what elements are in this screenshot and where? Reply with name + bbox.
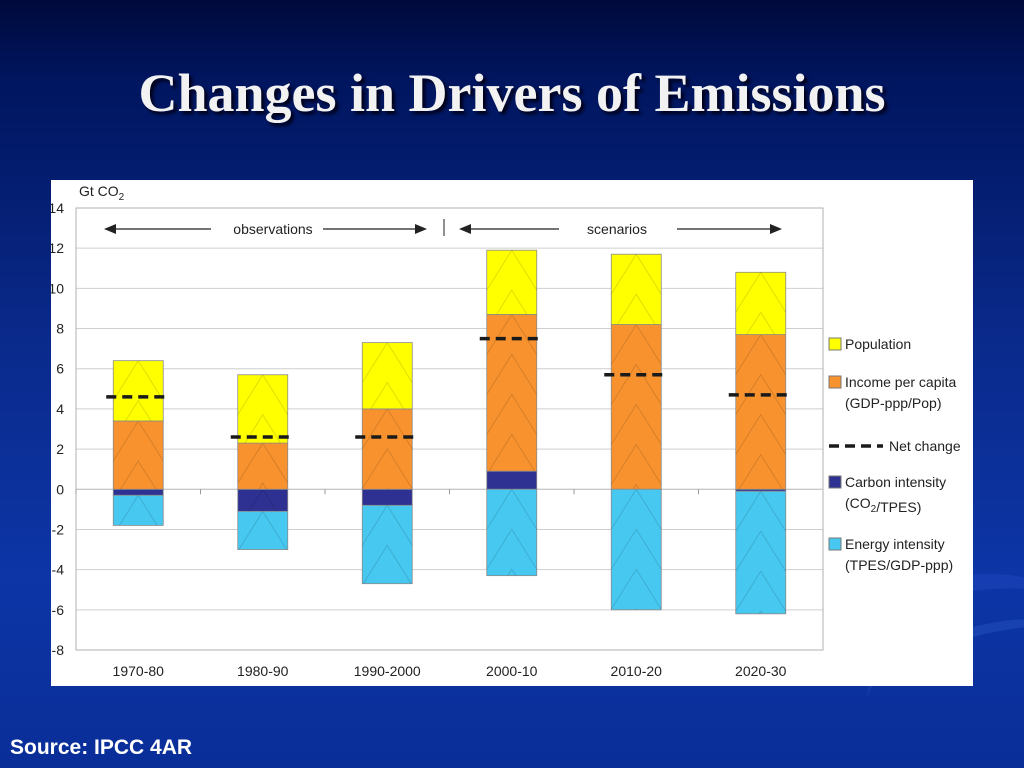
x-tick-label: 2020-30 bbox=[735, 663, 787, 679]
plot-frame bbox=[75, 207, 824, 651]
bar-texture bbox=[237, 374, 288, 444]
scenarios-arrow-right-head bbox=[770, 224, 782, 234]
y-tick-label: 14 bbox=[51, 200, 64, 216]
bar-texture bbox=[362, 342, 413, 409]
bar-segment-income-1990-2000 bbox=[361, 408, 413, 490]
legend-swatch-energy-intensity bbox=[828, 537, 842, 551]
bar-segment-energy-2020-30 bbox=[735, 490, 787, 615]
y-tick-label: 8 bbox=[56, 321, 64, 337]
bar-texture bbox=[611, 324, 662, 490]
observations-arrow-right-head bbox=[415, 224, 427, 234]
bar-segment-income-1970-80 bbox=[112, 420, 164, 490]
bar-segment-population-2010-20 bbox=[610, 253, 662, 325]
emissions-drivers-chart: 14 12 10 8 6 4 2 0 -2 -4 -6 -8 Gt CO2 observations sce… bbox=[51, 183, 961, 679]
bar-texture bbox=[486, 250, 537, 315]
x-tick-label: 2000-10 bbox=[486, 663, 538, 679]
bar-segment-population-2000-10 bbox=[486, 249, 538, 315]
bar-texture bbox=[735, 272, 786, 335]
bar-segment-carbon-1970-80 bbox=[112, 488, 164, 496]
legend-swatch-income bbox=[828, 375, 842, 389]
bar-segment-population-1970-80 bbox=[112, 360, 164, 422]
bar-segment-carbon-1980-90 bbox=[237, 488, 289, 512]
slide-title: Changes in Drivers of Emissions bbox=[138, 63, 886, 123]
x-tick-label: 1980-90 bbox=[237, 663, 289, 679]
observations-annotation: observations bbox=[233, 221, 312, 237]
x-tick-label: 2010-20 bbox=[611, 663, 663, 679]
legend-label-energy-intensity: Energy intensity (TPES/GDP-ppp) bbox=[845, 536, 953, 573]
bar-texture bbox=[735, 491, 786, 614]
y-tick-label: -8 bbox=[52, 642, 65, 658]
bar-texture bbox=[486, 489, 537, 576]
x-tick-label: 1970-80 bbox=[113, 663, 165, 679]
y-tick-label: 2 bbox=[56, 441, 64, 457]
bar-segment-energy-2010-20 bbox=[610, 488, 662, 611]
source-note: Source: IPCC 4AR bbox=[10, 736, 193, 759]
chart-panel: 14 12 10 8 6 4 2 0 -2 -4 -6 -8 Gt CO2 observations sce… bbox=[51, 180, 973, 686]
scenarios-arrow-left-head bbox=[459, 224, 471, 234]
y-tick-label: 4 bbox=[56, 401, 64, 417]
bar-texture bbox=[362, 505, 413, 584]
x-tick-label: 1990-2000 bbox=[354, 663, 421, 679]
bar-texture bbox=[611, 254, 662, 325]
bar-segment-population-1980-90 bbox=[237, 374, 289, 444]
bar-texture bbox=[238, 511, 288, 550]
bar-segment-energy-1970-80 bbox=[112, 494, 164, 526]
bar-segment-energy-2000-10 bbox=[486, 488, 538, 577]
legend-label-net-change: Net change bbox=[889, 438, 961, 454]
legend-label-income: Income per capita (GDP-ppp/Pop) bbox=[845, 374, 956, 411]
bar-segment-energy-1980-90 bbox=[237, 510, 289, 550]
legend-swatch-population bbox=[828, 337, 842, 351]
legend-label-carbon-intensity: Carbon intensity (CO2/TPES) bbox=[845, 474, 946, 515]
y-tick-label: -2 bbox=[52, 521, 65, 537]
bar-segment-income-2010-20 bbox=[610, 324, 662, 490]
legend-label-population: Population bbox=[845, 336, 911, 352]
y-axis-label: Gt CO2 bbox=[79, 183, 125, 203]
bar-segment-population-2020-30 bbox=[735, 271, 787, 335]
bar-segment-income-2000-10 bbox=[486, 314, 538, 472]
bar-texture bbox=[113, 360, 164, 421]
bar-segment-carbon-2000-10 bbox=[486, 470, 538, 490]
bar-texture bbox=[611, 489, 662, 610]
scenarios-annotation: scenarios bbox=[587, 221, 647, 237]
bar-segment-carbon-1990-2000 bbox=[361, 488, 413, 506]
bar-segment-energy-1990-2000 bbox=[361, 504, 413, 585]
y-tick-label: 12 bbox=[51, 240, 64, 256]
bar-texture bbox=[118, 495, 158, 526]
observations-arrow-left-head bbox=[104, 224, 116, 234]
y-tick-label: -4 bbox=[52, 562, 65, 578]
legend-swatch-carbon-intensity bbox=[828, 475, 842, 489]
bar-segment-income-1980-90 bbox=[237, 442, 289, 490]
bar-segment-income-2020-30 bbox=[735, 334, 787, 490]
y-tick-label: 10 bbox=[51, 280, 64, 296]
y-tick-label: 6 bbox=[56, 361, 64, 377]
y-tick-label: 0 bbox=[56, 481, 64, 497]
bar-segment-population-1990-2000 bbox=[361, 342, 413, 410]
y-tick-label: -6 bbox=[52, 602, 65, 618]
